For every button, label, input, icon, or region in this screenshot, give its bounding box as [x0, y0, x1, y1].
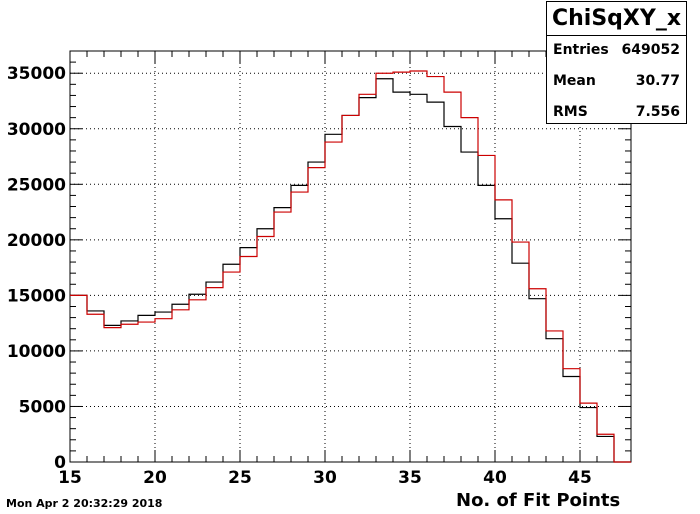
x-tick-label: 40 — [483, 468, 507, 488]
y-tick-label: 10000 — [7, 342, 66, 362]
y-tick-label: 30000 — [7, 120, 66, 140]
x-tick-label: 45 — [568, 468, 592, 488]
x-axis: 15 20 25 30 35 40 45 — [58, 51, 632, 488]
timestamp: Mon Apr 2 20:32:29 2018 — [6, 497, 163, 510]
y-tick-label: 0 — [54, 453, 66, 473]
stats-box: ChiSqXY_x Entries 649052 Mean 30.77 RMS … — [546, 1, 687, 124]
stats-key: RMS — [553, 104, 588, 120]
histogram-series-line — [70, 78, 631, 463]
x-tick-label: 15 — [58, 468, 82, 488]
y-tick-label: 35000 — [7, 64, 66, 84]
x-tick-label: 20 — [143, 468, 167, 488]
x-tick-label: 25 — [228, 468, 252, 488]
stats-key: Mean — [553, 73, 596, 89]
stats-title: ChiSqXY_x — [547, 2, 686, 36]
histogram-series — [70, 70, 631, 463]
y-axis: 0 5000 10000 15000 20000 25000 30000 35000 — [7, 50, 631, 473]
y-tick-label: 25000 — [7, 175, 66, 195]
x-tick-label: 35 — [398, 468, 422, 488]
y-tick-label: 20000 — [7, 231, 66, 251]
x-axis-title: No. of Fit Points — [456, 490, 621, 511]
stats-key: Entries — [553, 42, 609, 58]
y-tick-label: 5000 — [19, 397, 66, 417]
grid-lines — [69, 51, 631, 463]
y-tick-label: 15000 — [7, 286, 66, 306]
histogram-series-line — [70, 70, 631, 463]
stats-value: 30.77 — [635, 73, 680, 89]
stats-value: 649052 — [621, 42, 680, 58]
x-tick-label: 30 — [313, 468, 337, 488]
stats-value: 7.556 — [635, 104, 680, 120]
